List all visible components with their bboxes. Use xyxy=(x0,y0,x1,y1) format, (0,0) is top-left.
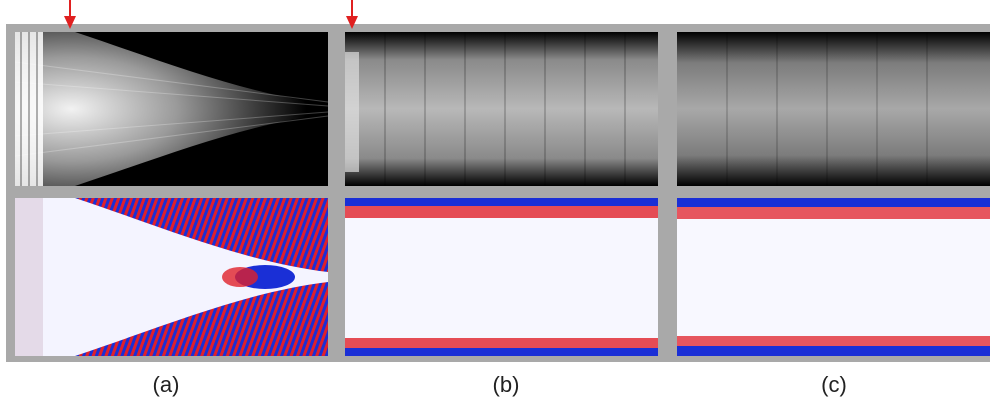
panel-c-phase xyxy=(677,198,990,356)
panel-c-magnitude xyxy=(677,32,990,186)
panel-b-magnitude xyxy=(345,32,658,186)
red-down-arrow-icon xyxy=(64,0,76,29)
caption-b: (b) xyxy=(492,372,520,397)
panel-a-magnitude xyxy=(15,32,328,186)
panel-a-phase xyxy=(15,198,328,356)
caption-a: (a) xyxy=(152,372,180,397)
panel-b-phase xyxy=(345,198,658,356)
caption-c: (c) xyxy=(821,372,847,397)
red-down-arrow-icon xyxy=(346,0,358,29)
